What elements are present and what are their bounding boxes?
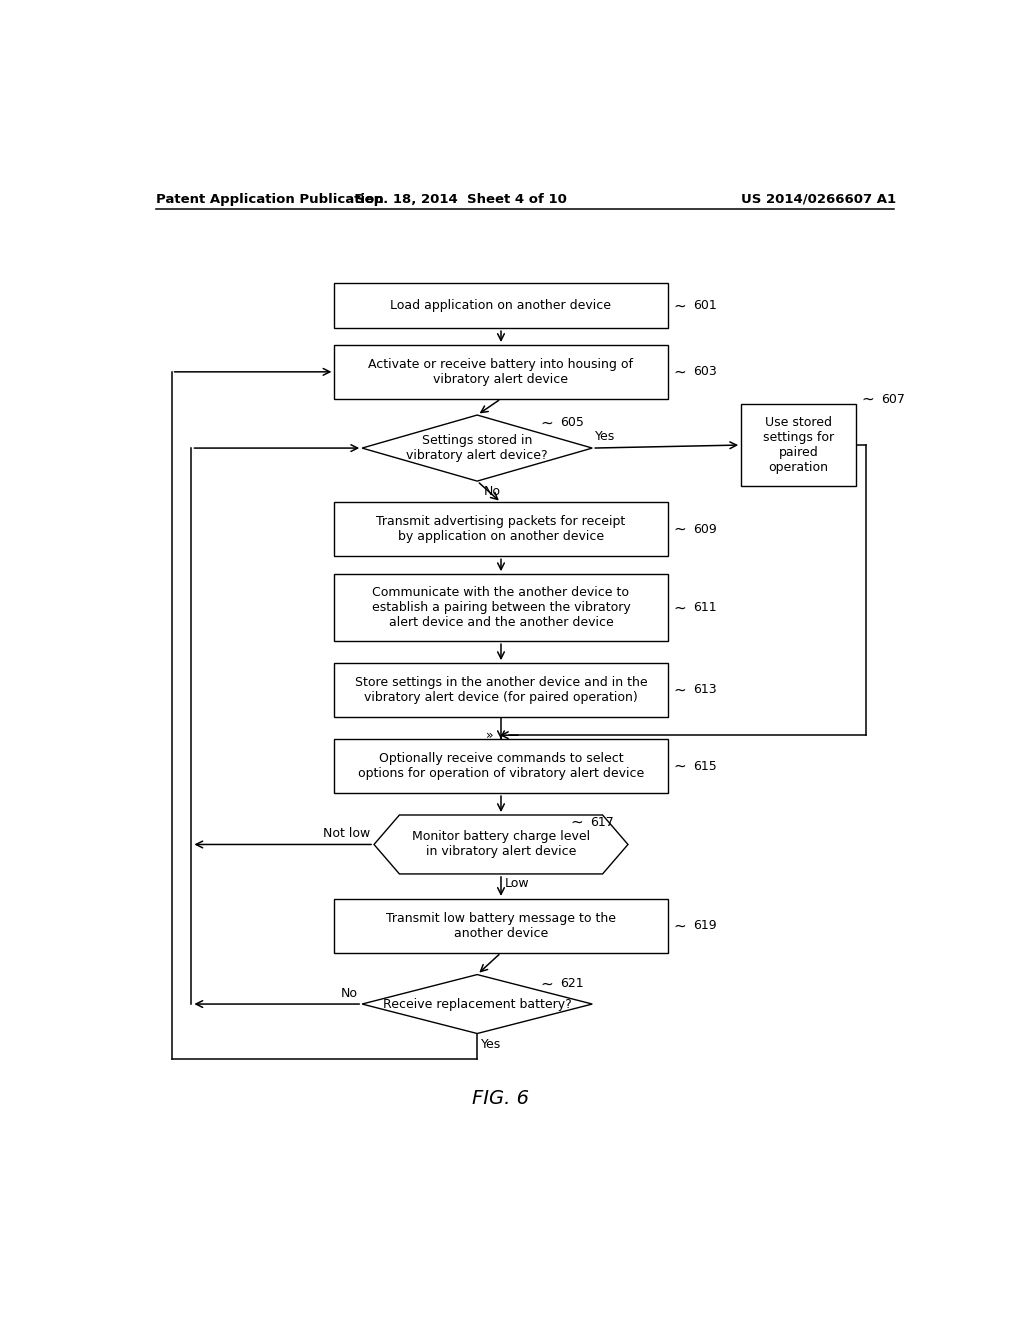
Text: ~: ~ [673,298,686,313]
Text: Store settings in the another device and in the
vibratory alert device (for pair: Store settings in the another device and… [354,676,647,704]
FancyBboxPatch shape [334,345,668,399]
Text: ~: ~ [673,521,686,537]
Text: ~: ~ [861,392,874,407]
FancyBboxPatch shape [334,899,668,953]
Text: 601: 601 [693,300,717,313]
Text: Monitor battery charge level
in vibratory alert device: Monitor battery charge level in vibrator… [412,830,590,858]
FancyBboxPatch shape [334,739,668,793]
Text: Patent Application Publication: Patent Application Publication [156,193,384,206]
FancyBboxPatch shape [334,284,668,329]
Text: Settings stored in
vibratory alert device?: Settings stored in vibratory alert devic… [407,434,548,462]
Text: ~: ~ [673,759,686,774]
Text: US 2014/0266607 A1: US 2014/0266607 A1 [741,193,896,206]
Text: Yes: Yes [595,430,614,444]
FancyBboxPatch shape [741,404,856,486]
Text: 611: 611 [693,601,717,614]
Text: ~: ~ [673,364,686,379]
Text: 605: 605 [560,416,584,429]
Text: ~: ~ [541,416,553,430]
Text: 609: 609 [693,523,717,536]
Text: Sep. 18, 2014  Sheet 4 of 10: Sep. 18, 2014 Sheet 4 of 10 [355,193,567,206]
Text: Optionally receive commands to select
options for operation of vibratory alert d: Optionally receive commands to select op… [357,752,644,780]
Text: 607: 607 [882,393,905,405]
FancyBboxPatch shape [334,574,668,642]
Text: Use stored
settings for
paired
operation: Use stored settings for paired operation [763,416,835,474]
FancyBboxPatch shape [334,503,668,556]
FancyBboxPatch shape [334,663,668,717]
Text: »: » [485,729,494,742]
Text: Transmit advertising packets for receipt
by application on another device: Transmit advertising packets for receipt… [377,515,626,544]
Text: 603: 603 [693,366,717,379]
Text: Transmit low battery message to the
another device: Transmit low battery message to the anot… [386,912,616,940]
Text: Activate or receive battery into housing of
vibratory alert device: Activate or receive battery into housing… [369,358,634,385]
Text: Yes: Yes [481,1038,502,1051]
Text: 615: 615 [693,760,717,772]
Text: No: No [341,987,358,1001]
Text: 613: 613 [693,684,717,697]
Polygon shape [362,974,592,1034]
Text: No: No [483,486,501,498]
Text: 619: 619 [693,919,717,932]
Text: Communicate with the another device to
establish a pairing between the vibratory: Communicate with the another device to e… [372,586,631,630]
Text: ~: ~ [673,601,686,615]
Text: ~: ~ [673,682,686,697]
Text: ~: ~ [541,977,553,991]
Text: ~: ~ [673,919,686,933]
Text: Low: Low [505,876,529,890]
Text: Receive replacement battery?: Receive replacement battery? [383,998,571,1011]
Polygon shape [374,814,628,874]
Text: Not low: Not low [323,828,370,841]
Text: 621: 621 [560,977,584,990]
Text: FIG. 6: FIG. 6 [472,1089,529,1107]
Text: 617: 617 [590,816,613,829]
Text: Load application on another device: Load application on another device [390,300,611,313]
Text: ~: ~ [570,814,583,829]
Polygon shape [362,414,592,480]
